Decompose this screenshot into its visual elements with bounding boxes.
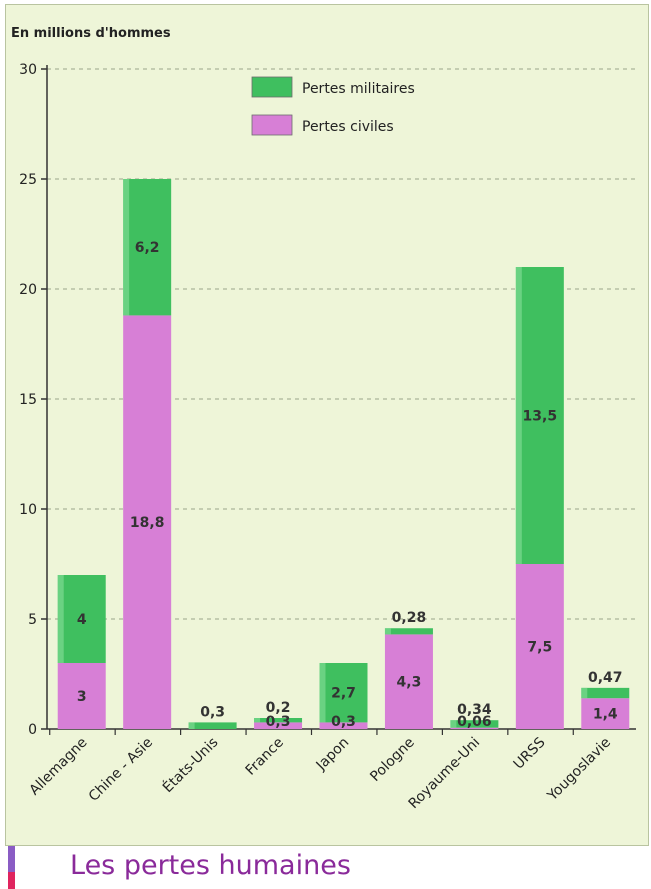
legend-swatch <box>251 76 293 98</box>
bar-civil <box>254 722 303 729</box>
bar-military <box>384 628 433 635</box>
y-axis-label: En millions d'hommes <box>11 26 171 41</box>
bar-civil <box>319 722 368 729</box>
bar-military-highlight <box>188 722 195 729</box>
bar-military <box>123 179 172 316</box>
x-tick-label: États-Unis <box>159 734 221 796</box>
bar-civil <box>123 315 172 729</box>
y-tick-label: 15 <box>19 392 37 408</box>
bar-military <box>254 718 303 723</box>
y-tick-label: 0 <box>28 722 37 738</box>
bar-military-highlight <box>319 663 326 723</box>
footer-accent-pink <box>8 872 15 889</box>
bar-military-highlight <box>57 575 64 663</box>
data-label-civil: 3 <box>77 689 87 705</box>
x-tick-label: Pologne <box>367 735 417 785</box>
x-tick-label: France <box>243 735 287 779</box>
bar-military-highlight <box>581 687 588 699</box>
footer-accent-purple <box>8 846 15 872</box>
footer-title: Les pertes humaines <box>70 850 351 881</box>
x-tick-label: URSS <box>511 734 549 772</box>
data-label-civil: 4,3 <box>397 675 422 691</box>
x-tick-label: Chine - Asie <box>86 735 156 805</box>
bar-military-highlight <box>254 718 261 723</box>
data-label-civil: 0,3 <box>331 714 356 730</box>
bar-military <box>57 575 106 663</box>
data-label-military: 0,34 <box>457 702 492 718</box>
y-tick-label: 20 <box>19 282 37 298</box>
bar-military <box>319 663 368 723</box>
footer: Les pertes humaines <box>0 846 651 889</box>
bar-military-highlight <box>450 720 457 728</box>
data-label-military: 4 <box>77 612 87 628</box>
data-label-civil: 1,4 <box>593 707 618 723</box>
bar-civil <box>450 727 499 729</box>
bar-military-highlight <box>384 628 391 635</box>
y-tick-label: 25 <box>19 172 37 188</box>
bar-military <box>515 267 564 564</box>
x-tick-label: Allemagne <box>27 735 91 799</box>
data-label-military: 6,2 <box>135 240 160 256</box>
chart: En millions d'hommes 0 5 10 15 20 25 30 Allemag… <box>11 26 636 812</box>
bar-civil <box>57 663 106 729</box>
data-label-civil: 7,5 <box>527 640 552 656</box>
bar-military-highlight <box>515 267 522 564</box>
legend-swatch <box>251 114 293 136</box>
bar-military-highlight <box>123 179 130 316</box>
legend-label: Pertes civiles <box>302 119 394 135</box>
bar-military <box>581 687 630 699</box>
bar-civil <box>515 564 564 729</box>
data-label-military: 2,7 <box>331 686 356 702</box>
bar-civil <box>581 698 630 729</box>
y-tick-label: 10 <box>19 502 37 518</box>
bar-military <box>450 720 499 728</box>
data-label-military: 13,5 <box>523 409 558 425</box>
data-label-civil: 18,8 <box>130 515 165 531</box>
data-label-civil: 0,06 <box>457 714 492 730</box>
legend-label: Pertes militaires <box>302 81 415 97</box>
data-label-military: 0,3 <box>200 704 225 720</box>
data-label-civil: 0,3 <box>266 714 291 730</box>
x-tick-label: Japon <box>313 735 353 775</box>
x-tick-label: Yougoslavie <box>544 735 614 805</box>
bar-military <box>188 722 237 729</box>
y-tick-label: 30 <box>19 62 37 78</box>
data-label-military: 0,47 <box>588 670 623 686</box>
data-label-military: 0,28 <box>392 610 427 626</box>
legend: Pertes militaires Pertes civiles <box>251 76 415 136</box>
bars: 3418,86,20,30,30,20,32,74,30,280,060,347… <box>57 179 630 730</box>
data-label-military: 0,2 <box>266 700 291 716</box>
bar-civil <box>384 634 433 729</box>
chart-panel: En millions d'hommes 0 5 10 15 20 25 30 Allemag… <box>5 4 649 846</box>
y-tick-label: 5 <box>28 612 37 628</box>
